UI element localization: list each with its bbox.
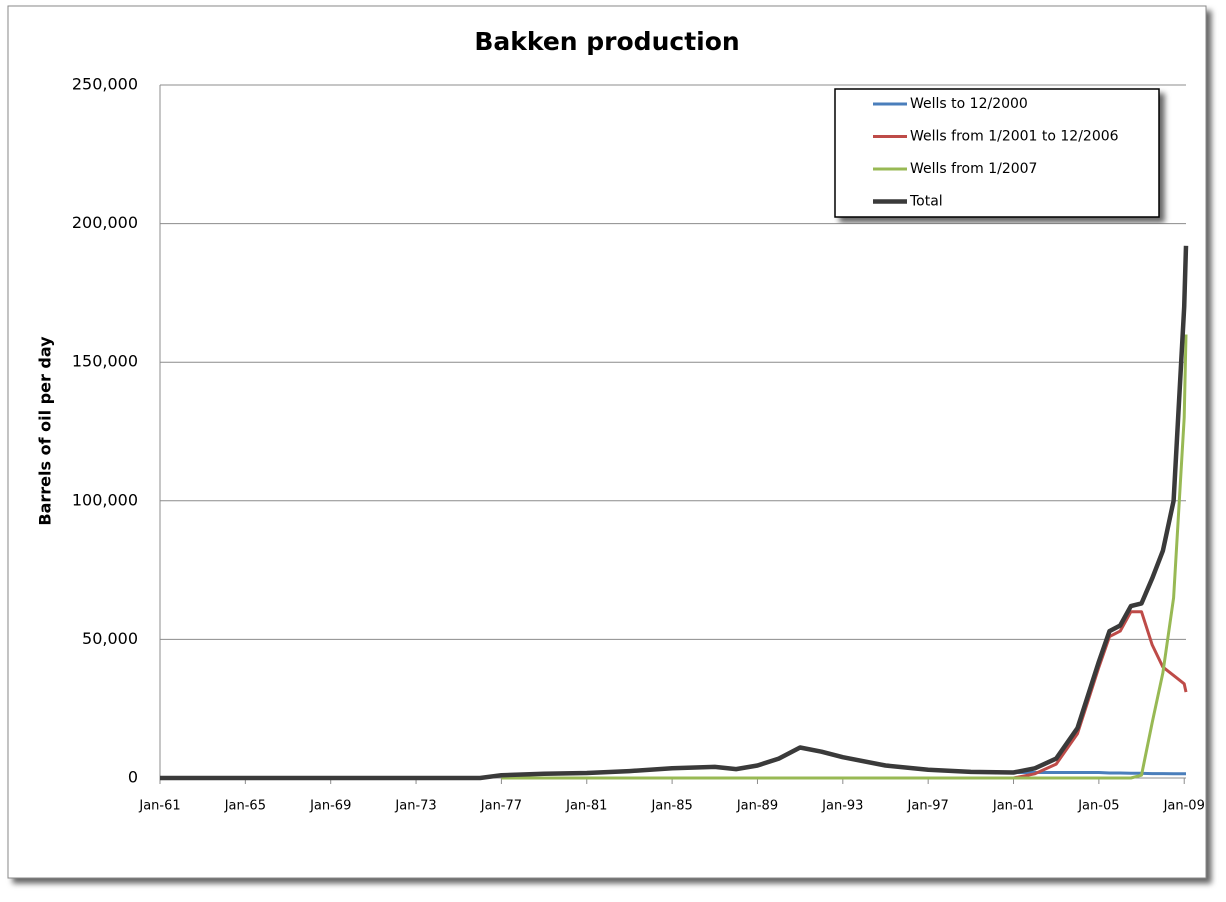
y-tick-label: 50,000 [82, 629, 138, 648]
y-tick-label: 0 [128, 768, 138, 787]
x-tick-label: Jan-73 [394, 799, 436, 814]
legend-label: Total [909, 194, 943, 210]
series-line [160, 245, 1189, 781]
x-tick-label: Jan-93 [821, 799, 863, 814]
y-tick-label: 250,000 [72, 75, 138, 94]
legend: Wells to 12/2000 Wells from 1/2001 to 12/… [834, 88, 1160, 218]
x-tick-label: Jan-89 [736, 799, 778, 814]
x-tick-label: Jan-97 [907, 799, 949, 814]
x-tick-label: Jan-61 [138, 799, 180, 814]
x-tick-label: Jan-01 [992, 799, 1034, 814]
y-tick-label: 100,000 [72, 490, 138, 509]
legend-box [834, 88, 1160, 218]
y-tick-label: 200,000 [72, 213, 138, 232]
y-tick-label: 150,000 [72, 352, 138, 371]
series-line [501, 334, 1188, 780]
y-axis-label: Barrels of oil per day [36, 336, 55, 526]
x-tick-label: Jan-05 [1077, 799, 1119, 814]
x-tick-label: Jan-65 [224, 799, 266, 814]
legend-label: Wells to 12/2000 [910, 96, 1028, 112]
series-line [1013, 610, 1188, 780]
x-tick-label: Jan-69 [309, 799, 351, 814]
x-tick-label: Jan-85 [650, 799, 692, 814]
x-tick-label: Jan-77 [480, 799, 522, 814]
chart-title: Bakken production [474, 27, 739, 56]
x-tick-label: Jan-81 [565, 799, 607, 814]
legend-label: Wells from 1/2001 to 12/2006 [910, 129, 1119, 145]
legend-label: Wells from 1/2007 [910, 161, 1037, 177]
x-tick-label: Jan-09 [1163, 799, 1205, 814]
